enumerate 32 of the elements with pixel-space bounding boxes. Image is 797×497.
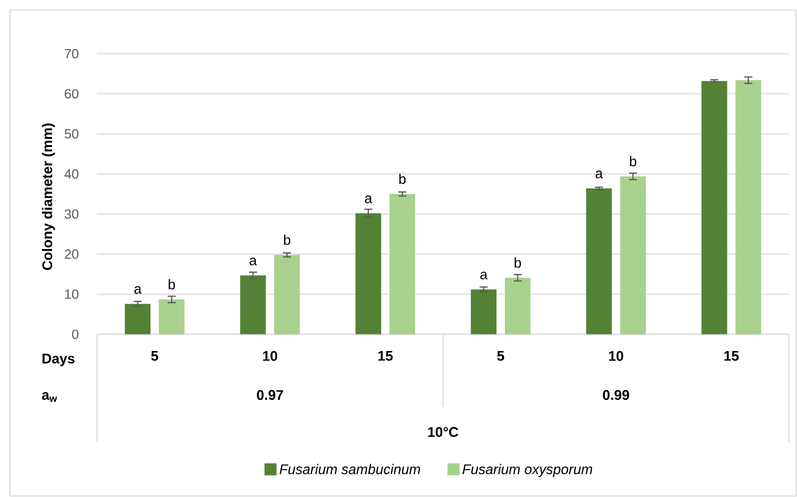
x-tick-label: 15: [724, 351, 739, 361]
x-tick-label: 10: [263, 351, 278, 361]
y-tick-label: 20: [64, 249, 78, 259]
text: 10°C: [428, 427, 458, 437]
y-axis-title: Colony diameter (mm): [42, 124, 55, 270]
y-tick-label: 0: [72, 330, 78, 340]
x-tick-label: 5: [497, 351, 504, 361]
legend-label: Fusarium oxysporum: [462, 464, 592, 477]
text: a$_{w}$: [42, 392, 58, 402]
data-label: b: [399, 174, 406, 184]
y-tick-label: 70: [64, 48, 78, 58]
x-tick-label: 10: [609, 351, 624, 361]
data-label: b: [630, 156, 636, 166]
y-tick-label: 30: [64, 209, 78, 219]
text: Days: [42, 354, 74, 366]
data-label: a: [250, 258, 257, 266]
y-tick-label: 10: [65, 290, 78, 299]
text: 0.99: [602, 390, 630, 400]
data-label: a: [596, 170, 603, 178]
data-label: a: [480, 272, 488, 280]
text: 0.97: [256, 390, 284, 400]
data-label: a: [134, 286, 142, 294]
data-label: b: [514, 257, 521, 268]
x-tick-label: 15: [378, 351, 393, 361]
legend-label: Fusarium sambucinum: [280, 464, 420, 474]
y-tick-label: 50: [64, 129, 78, 139]
data-label: b: [284, 234, 290, 245]
data-label: b: [168, 279, 175, 290]
data-label: a: [365, 196, 372, 204]
y-tick-label: 60: [64, 89, 78, 99]
y-tick-label: 40: [64, 169, 78, 179]
x-tick-label: 5: [151, 351, 158, 361]
